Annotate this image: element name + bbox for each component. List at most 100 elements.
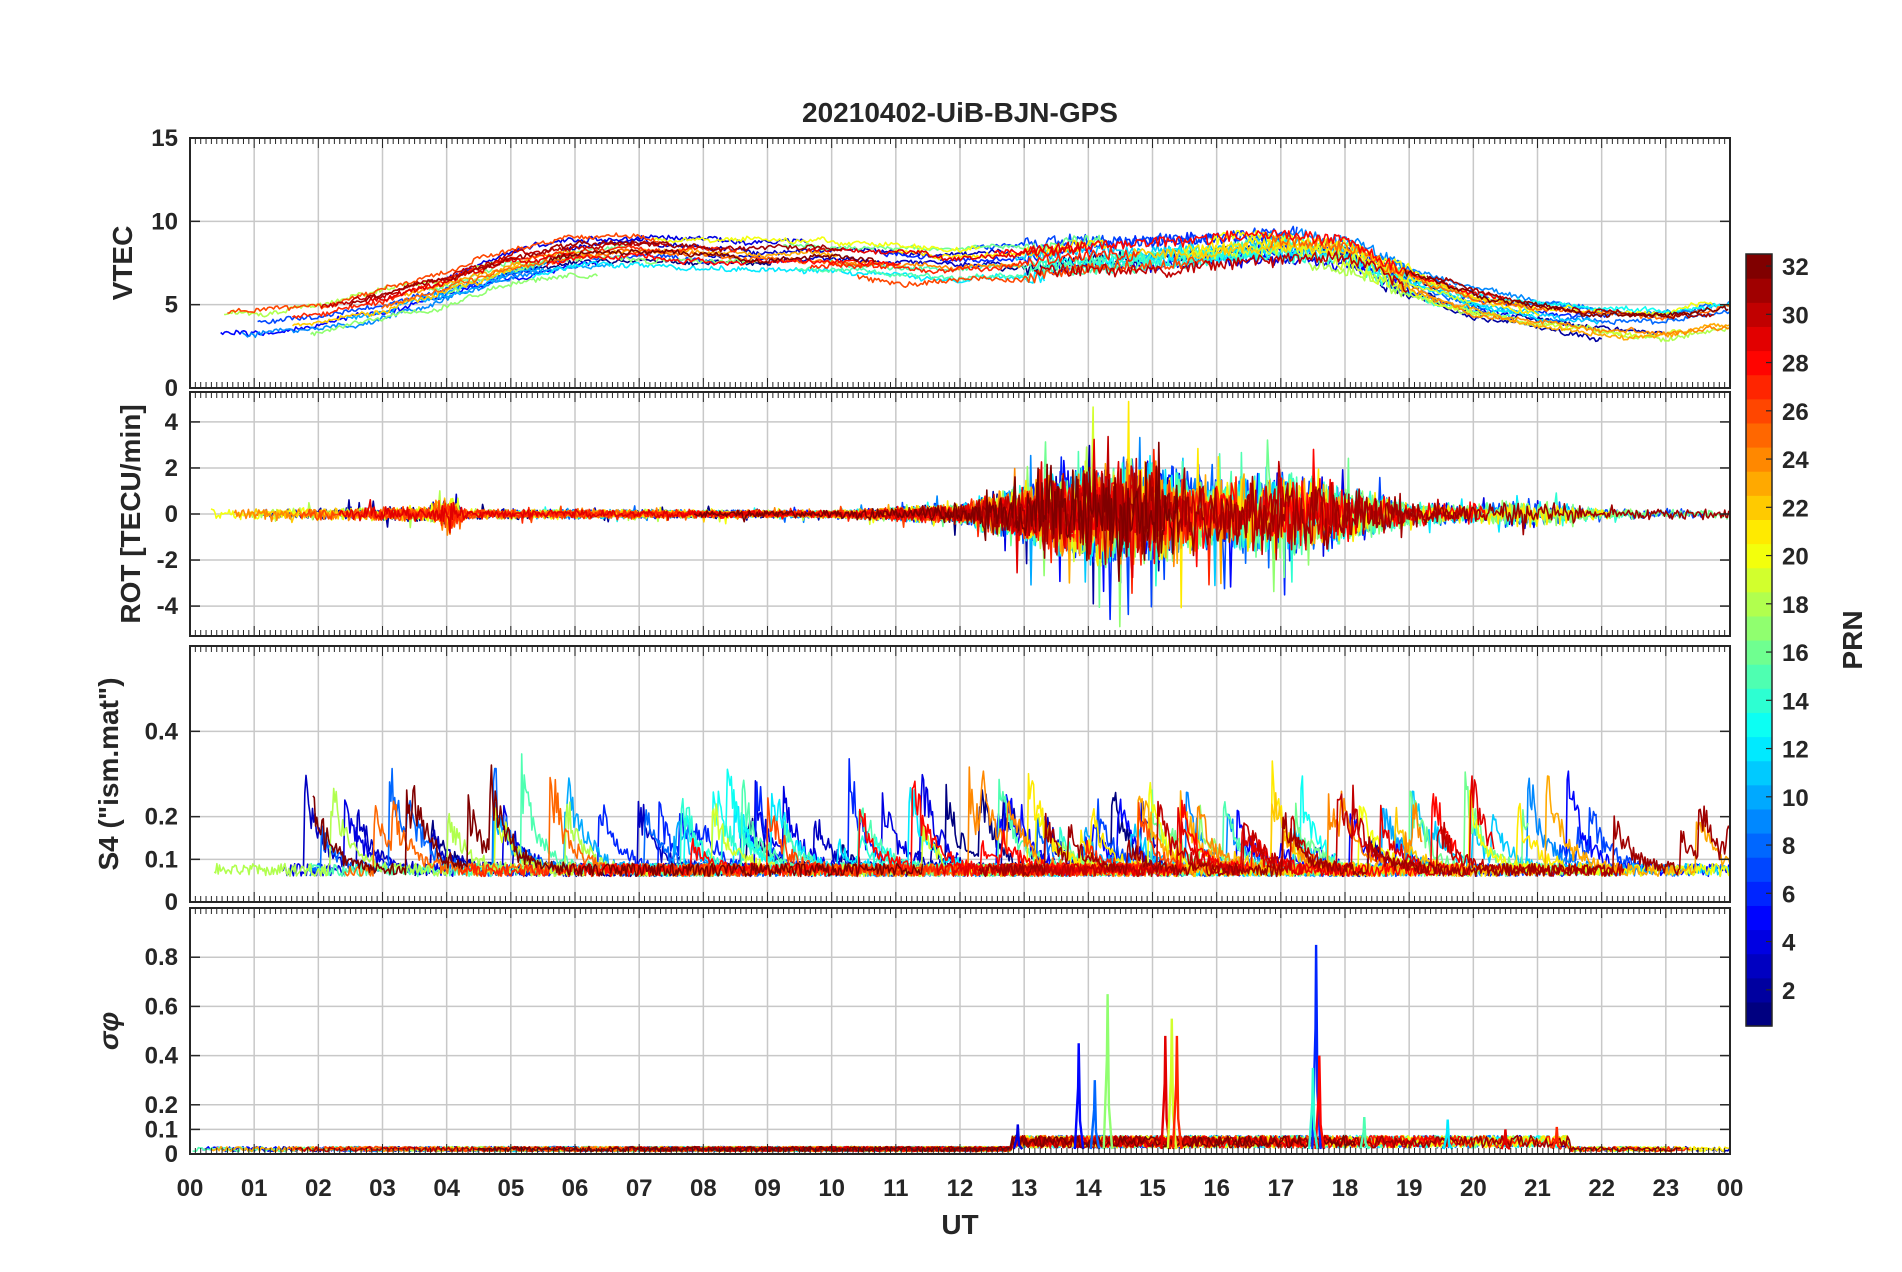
panel-sigphi-ytick-labels: 00.10.2 0.4 0.6 0.8: [145, 944, 179, 1168]
sigphi-spike-1: [1089, 1080, 1101, 1150]
sigphi-spike-9: [1012, 1124, 1024, 1150]
colorbar-swatch: [1746, 1001, 1772, 1027]
panel-s4-series: [213, 753, 1730, 878]
colorbar-tick-label: 8: [1782, 833, 1795, 860]
series-prn-30: [1033, 250, 1409, 293]
colorbar-swatch: [1746, 471, 1772, 496]
series-prn-24: [1411, 287, 1730, 337]
x-tick-label: 16: [1203, 1175, 1230, 1202]
series-prn-25: [381, 248, 864, 310]
y-tick-label: 0.4: [145, 1043, 179, 1070]
colorbar-swatch: [1746, 712, 1772, 738]
panel-vtec-ytick-labels: 0 5 10 15: [151, 125, 178, 402]
colorbar-swatch: [1746, 519, 1772, 545]
colorbar-tick-label: 32: [1782, 254, 1809, 281]
colorbar-tick-label: 4: [1782, 930, 1796, 957]
series-prn-15: [828, 238, 1311, 272]
colorbar-swatch: [1746, 953, 1772, 979]
colorbar-label: PRN: [1837, 610, 1868, 669]
x-tick-label: 05: [497, 1175, 524, 1202]
colorbar-frame: [1745, 253, 1773, 1027]
y-tick-label: 0: [165, 1141, 178, 1168]
colorbar-tick-label: 26: [1782, 399, 1809, 426]
x-tick-label: 00: [1717, 1175, 1744, 1202]
panel-rot-ylabel: ROT [TECU/min]: [115, 404, 146, 623]
x-tick-label: 13: [1011, 1175, 1038, 1202]
series-prn-30: [294, 1134, 1222, 1153]
x-tick-label: 15: [1139, 1175, 1166, 1202]
y-tick-label: -4: [157, 593, 179, 620]
series-prn-20: [651, 235, 981, 253]
panel-sigphi-frame: [189, 907, 1731, 1155]
x-tick-label: 11: [883, 1175, 908, 1202]
series-prn-31: [349, 240, 843, 306]
colorbar-swatch: [1746, 326, 1772, 352]
colorbar-tick-label: 10: [1782, 785, 1809, 812]
x-tick-label: 03: [369, 1175, 396, 1202]
colorbar-tick-label: 18: [1782, 592, 1809, 619]
sigphi-spike-0: [1073, 1043, 1085, 1150]
colorbar-swatch: [1746, 422, 1772, 448]
y-tick-label: 5: [165, 292, 178, 319]
colorbar-tick-label: 16: [1782, 640, 1809, 667]
y-tick-label: 2: [165, 455, 178, 482]
x-tick-label: 22: [1588, 1175, 1615, 1202]
colorbar-tick-label: 24: [1782, 447, 1809, 474]
series-prn-32: [1404, 268, 1729, 319]
x-tick-label: 12: [947, 1175, 974, 1202]
series-prn-29: [805, 241, 1085, 262]
colorbar-tick-label: 2: [1782, 978, 1795, 1005]
panel-sigphi-ylabel: σφ: [93, 1012, 124, 1050]
series-prn-29: [936, 775, 1495, 878]
x-tick-label: 01: [241, 1175, 268, 1202]
x-tick-label: 10: [818, 1175, 845, 1202]
series-prn-5: [220, 260, 599, 337]
colorbar-swatch: [1746, 278, 1772, 303]
panel-rot-ytick-labels: -4 -2 0 2 4: [157, 409, 179, 620]
sigphi-spike-13: [1551, 1126, 1563, 1150]
y-tick-label: 0: [165, 501, 178, 528]
panel-sigphi: 00.10.2 0.4 0.6 0.8 σφ: [93, 907, 1731, 1168]
colorbar-tick-label: 20: [1782, 544, 1809, 571]
x-tick-label: 00: [177, 1175, 204, 1202]
y-tick-label: 0.1: [145, 1116, 178, 1143]
panel-vtec-ylabel: VTEC: [107, 226, 138, 301]
panel-s4-frame: [189, 645, 1731, 903]
colorbar-swatch: [1746, 567, 1772, 593]
series-prn-24: [829, 260, 1023, 272]
y-tick-label: 0.2: [145, 804, 178, 831]
panel-vtec-series: [220, 225, 1730, 343]
panel-rot-frame: [189, 391, 1731, 637]
y-tick-label: 15: [151, 125, 178, 152]
series-prn-32: [546, 248, 877, 264]
y-tick-label: 0: [165, 375, 178, 402]
colorbar-swatch: [1746, 857, 1772, 882]
series-prn-17: [310, 272, 598, 337]
series-prn-32: [693, 441, 1179, 582]
y-tick-label: 0.6: [145, 993, 178, 1020]
x-tick-label: 06: [562, 1175, 589, 1202]
series-prn-31: [978, 805, 1730, 878]
x-tick-label: 04: [433, 1175, 460, 1202]
x-tick-label: 02: [305, 1175, 332, 1202]
series-prn-2: [1387, 271, 1665, 336]
panel-vtec-frame: [189, 137, 1731, 389]
series-prn-22: [292, 261, 532, 327]
y-tick-label: 0.1: [145, 846, 178, 873]
colorbar-tick-label: 14: [1782, 688, 1809, 715]
sigphi-spike-11: [1442, 1119, 1454, 1150]
panel-vtec: 0 5 10 15 VTEC: [107, 125, 1731, 402]
sigphi-spike-12: [1500, 1129, 1511, 1151]
x-tick-label: 19: [1396, 1175, 1423, 1202]
series-prn-12: [531, 260, 1046, 284]
sigphi-spike-5: [1171, 1035, 1183, 1150]
sigphi-spike-2: [1102, 994, 1114, 1150]
colorbar-swatch: [1746, 808, 1772, 834]
panel-s4: 0 0.1 0.2 0.4 S4 ("ism.mat"): [93, 645, 1731, 916]
y-tick-label: 4: [165, 409, 179, 436]
series-prn-4: [446, 234, 808, 279]
panel-rot: -4 -2 0 2 4 ROT [TECU/min]: [115, 391, 1731, 637]
y-tick-label: 0.8: [145, 944, 178, 971]
